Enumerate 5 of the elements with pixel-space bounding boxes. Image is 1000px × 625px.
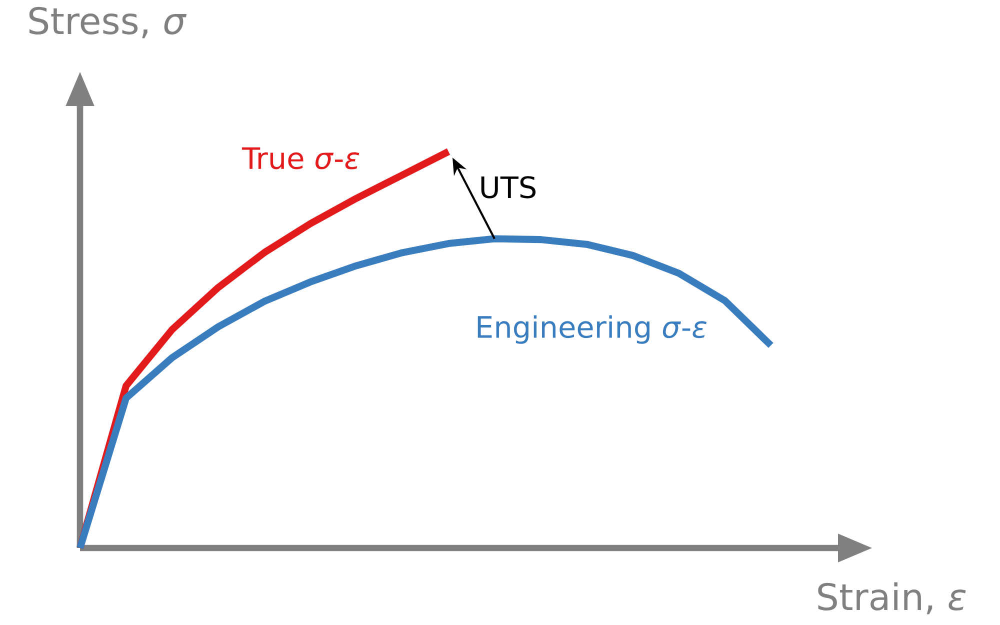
series-label: True σ-ε [242,147,360,170]
annotation: UTS [481,176,536,198]
y-axis-title: Stress, σ [29,6,187,38]
x-axis-title: Strain, ε [818,582,966,614]
series-label: Engineering σ-ε [478,315,707,344]
